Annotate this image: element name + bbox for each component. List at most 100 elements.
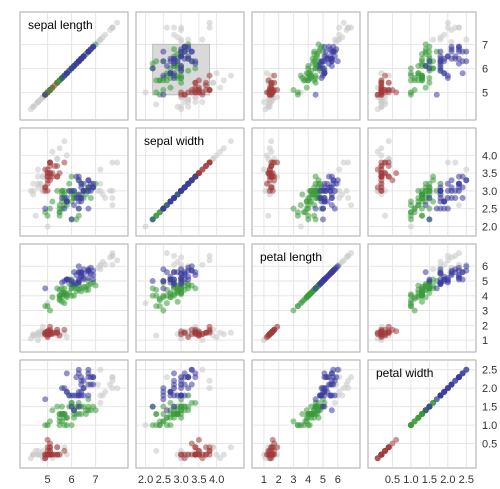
diagonal-point [437, 392, 444, 399]
data-point [345, 195, 352, 201]
data-point [153, 303, 160, 310]
data-point [437, 187, 444, 194]
data-point [192, 99, 199, 105]
cell-sepal_width-vs-sepal_length[interactable] [19, 127, 129, 237]
data-point [314, 407, 321, 414]
data-point [433, 91, 440, 98]
data-point [348, 202, 355, 209]
data-point [35, 166, 41, 173]
data-point [195, 328, 202, 335]
diagonal-point [109, 24, 116, 31]
diagonal-label-petal_length: petal length [260, 250, 322, 264]
cell-sepal_length-vs-sepal_length[interactable]: sepal length [19, 11, 129, 121]
diagonal-point [312, 285, 319, 292]
data-point [265, 170, 272, 177]
data-point [71, 202, 77, 209]
data-point [114, 159, 121, 166]
cell-petal_length-vs-petal_length[interactable]: petal length [251, 243, 361, 353]
data-point [171, 31, 177, 38]
data-point [452, 159, 459, 166]
data-point [385, 79, 392, 86]
data-point [306, 72, 313, 79]
data-point [181, 269, 188, 276]
data-point [160, 58, 167, 65]
data-point [407, 77, 414, 84]
data-point [206, 385, 213, 392]
data-point [263, 70, 270, 77]
cell-petal_length-vs-sepal_length[interactable] [19, 243, 129, 353]
data-point [153, 332, 160, 339]
data-point [167, 388, 174, 395]
data-point [75, 278, 82, 285]
data-point [30, 451, 37, 458]
cell-petal_width-vs-petal_length[interactable] [251, 359, 361, 469]
data-point [97, 366, 104, 373]
data-point [68, 280, 75, 287]
data-point [54, 444, 61, 451]
cell-sepal_width-vs-sepal_width[interactable]: sepal width [135, 127, 245, 237]
data-point [163, 63, 170, 69]
cell-sepal_length-vs-sepal_width[interactable] [135, 11, 245, 121]
y-tick-label-petal_width: 0.5 [482, 439, 497, 451]
data-point [260, 166, 267, 173]
y-tick-label-petal_width: 1.0 [482, 420, 497, 432]
data-point [42, 285, 49, 292]
x-tick-label-petal_width: 2.5 [459, 474, 474, 486]
cell-sepal_length-vs-petal_length[interactable] [251, 11, 361, 121]
data-point [378, 77, 385, 84]
data-point [312, 91, 319, 98]
data-point [195, 447, 202, 454]
data-point [290, 205, 297, 212]
data-point [97, 187, 104, 194]
cell-petal_width-vs-sepal_length[interactable] [19, 359, 129, 469]
data-point [149, 292, 156, 299]
data-point [407, 202, 414, 209]
data-point [85, 187, 92, 194]
data-point [49, 148, 56, 155]
data-point [163, 269, 170, 276]
data-point [153, 286, 160, 293]
data-point [167, 276, 174, 283]
data-point [300, 209, 307, 216]
data-point [444, 24, 451, 31]
data-point [85, 275, 92, 282]
data-point [426, 216, 433, 223]
cell-petal_width-vs-petal_width[interactable]: petal width [367, 359, 477, 469]
data-point [407, 297, 414, 304]
cell-sepal_length-vs-petal_width[interactable] [367, 11, 477, 121]
data-point [85, 366, 92, 373]
cell-sepal_width-vs-petal_length[interactable] [251, 127, 361, 237]
data-point [444, 187, 451, 194]
data-point [167, 70, 174, 77]
cell-petal_length-vs-sepal_width[interactable] [135, 243, 245, 353]
data-point [73, 288, 80, 295]
data-point [97, 399, 104, 406]
data-point [227, 329, 234, 336]
diagonal-point [378, 451, 385, 458]
diagonal-point [59, 75, 65, 81]
data-point [192, 399, 199, 406]
data-point [217, 455, 224, 462]
data-point [336, 31, 343, 38]
data-point [178, 36, 185, 43]
x-tick-label-petal_length: 3 [290, 474, 296, 486]
cell-sepal_width-vs-petal_width[interactable] [367, 127, 477, 237]
data-point [171, 392, 177, 399]
data-point [343, 187, 350, 194]
diagonal-point [167, 198, 174, 205]
y-tick-label-sepal_length: 5 [482, 87, 488, 99]
x-tick-label-petal_width: 2.0 [440, 474, 455, 486]
data-point [330, 366, 337, 373]
data-point [426, 48, 433, 55]
data-point [188, 381, 195, 388]
data-point [44, 223, 51, 230]
cell-petal_width-vs-sepal_width[interactable] [135, 359, 245, 469]
data-point [297, 202, 304, 209]
cell-petal_length-vs-petal_width[interactable] [367, 243, 477, 353]
data-point [426, 205, 433, 212]
data-point [266, 89, 273, 96]
diagonal-point [426, 403, 433, 410]
data-point [178, 67, 185, 74]
data-point [268, 138, 275, 145]
data-point [54, 187, 61, 194]
